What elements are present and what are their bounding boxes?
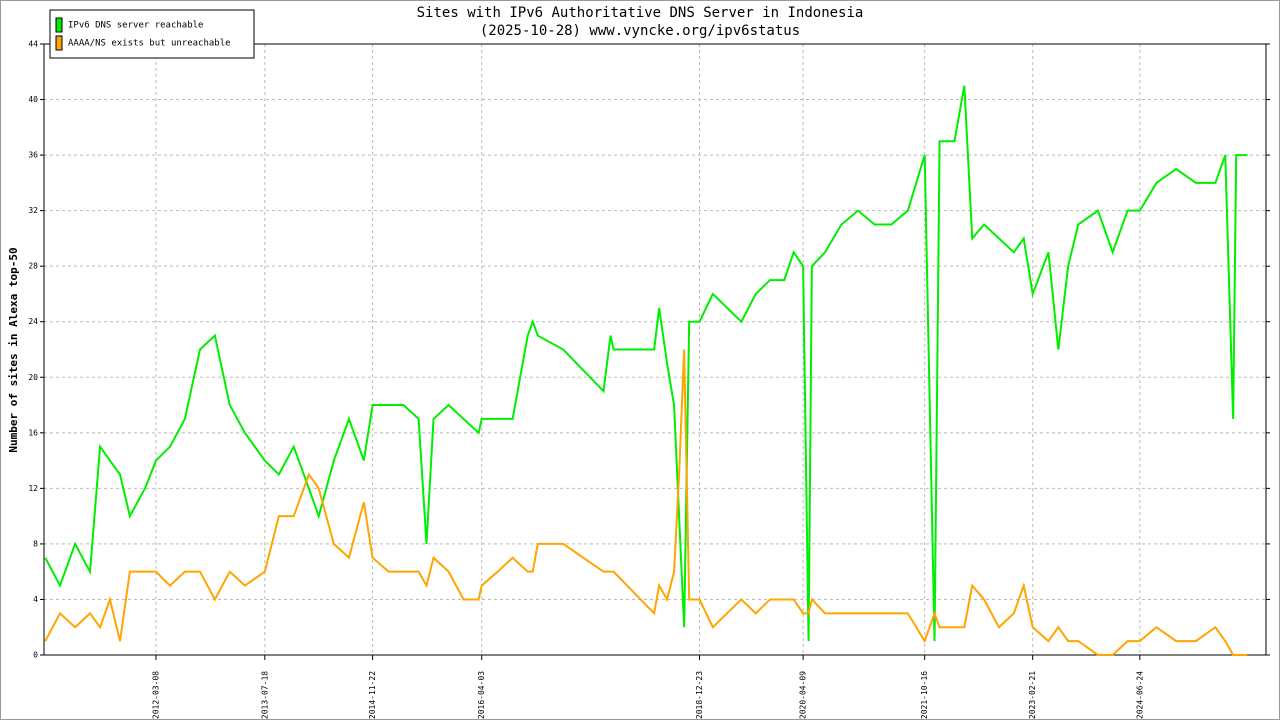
legend-swatch <box>55 17 63 33</box>
x-tick-label: 2018-12-23 <box>695 671 704 719</box>
x-tick-label: 2024-06-24 <box>1135 671 1144 719</box>
y-tick-label: 16 <box>28 428 38 437</box>
y-tick-label: 32 <box>28 206 38 215</box>
x-tick-label: 2014-11-22 <box>368 671 377 719</box>
y-tick-label: 24 <box>28 317 38 326</box>
y-tick-label: 0 <box>33 651 38 660</box>
x-tick-label: 2020-04-09 <box>799 671 808 719</box>
legend-label: AAAA/NS exists but unreachable <box>68 39 231 49</box>
legend-box <box>49 9 255 59</box>
x-tick-label: 2021-10-16 <box>920 671 929 719</box>
x-tick-label: 2012-03-08 <box>151 671 160 719</box>
y-tick-label: 28 <box>28 262 38 271</box>
x-tick-label: 2013-07-18 <box>260 671 269 719</box>
x-tick-label: 2023-02-21 <box>1028 671 1037 719</box>
y-tick-label: 36 <box>28 151 38 160</box>
chart-subtitle: (2025-10-28) www.vyncke.org/ipv6status <box>480 23 800 39</box>
series-line <box>44 349 1248 656</box>
y-tick-label: 12 <box>28 484 38 493</box>
y-tick-label: 44 <box>28 40 38 49</box>
y-tick-label: 8 <box>33 539 38 548</box>
y-tick-label: 40 <box>28 95 38 104</box>
y-tick-label: 20 <box>28 373 38 382</box>
legend-label: IPv6 DNS server reachable <box>68 21 203 31</box>
legend-swatch <box>55 35 63 51</box>
x-tick-label: 2016-04-03 <box>477 671 486 719</box>
y-axis-label: Number of sites in Alexa top-50 <box>7 247 20 452</box>
chart-title: Sites with IPv6 Authoritative DNS Server… <box>417 5 864 21</box>
y-tick-label: 4 <box>33 595 38 604</box>
series-line <box>44 85 1248 642</box>
plot-border <box>43 43 1267 656</box>
